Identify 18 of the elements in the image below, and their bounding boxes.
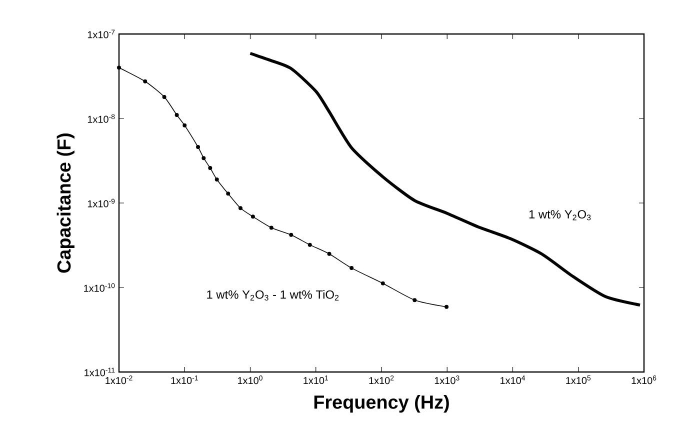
- x-tick-label: 1x10$^{2}$: [369, 376, 394, 384]
- y-tick-label: 1x10$^{-9}$: [88, 198, 115, 208]
- x-tick-label: 1x10$^{4}$: [500, 376, 526, 384]
- x-tick-label: 1x10$^{6}$: [632, 376, 656, 384]
- x-tick-label: 1x10$^{-2}$: [106, 376, 132, 384]
- y-tick-label: 1x10$^{-8}$: [88, 114, 115, 123]
- x-tick-label: 1x10$^{3}$: [434, 376, 460, 384]
- y-tick-label: 1x10$^{-11}$: [84, 368, 115, 376]
- x-tick-label: 1x10$^{1}$: [304, 376, 328, 384]
- text: 1 wt% Y$_{2}$O$_{3}$ - 1 wt% TiO$_{2}$: [207, 290, 339, 301]
- x-axis-title: Frequency (Hz): [314, 394, 449, 413]
- y-tick-label: 1x10$^{-10}$: [84, 283, 115, 292]
- y-tick-label: 1x10$^{-7}$: [88, 30, 115, 38]
- text: 1 wt% Y$_{2}$O$_{3}$: [529, 210, 591, 220]
- x-tick-label: 1x10$^{5}$: [566, 376, 591, 384]
- y-axis-title: Capacitance (F): [56, 134, 74, 273]
- x-tick-label: 1x10$^{0}$: [238, 376, 262, 384]
- x-tick-label: 1x10$^{-1}$: [171, 376, 198, 384]
